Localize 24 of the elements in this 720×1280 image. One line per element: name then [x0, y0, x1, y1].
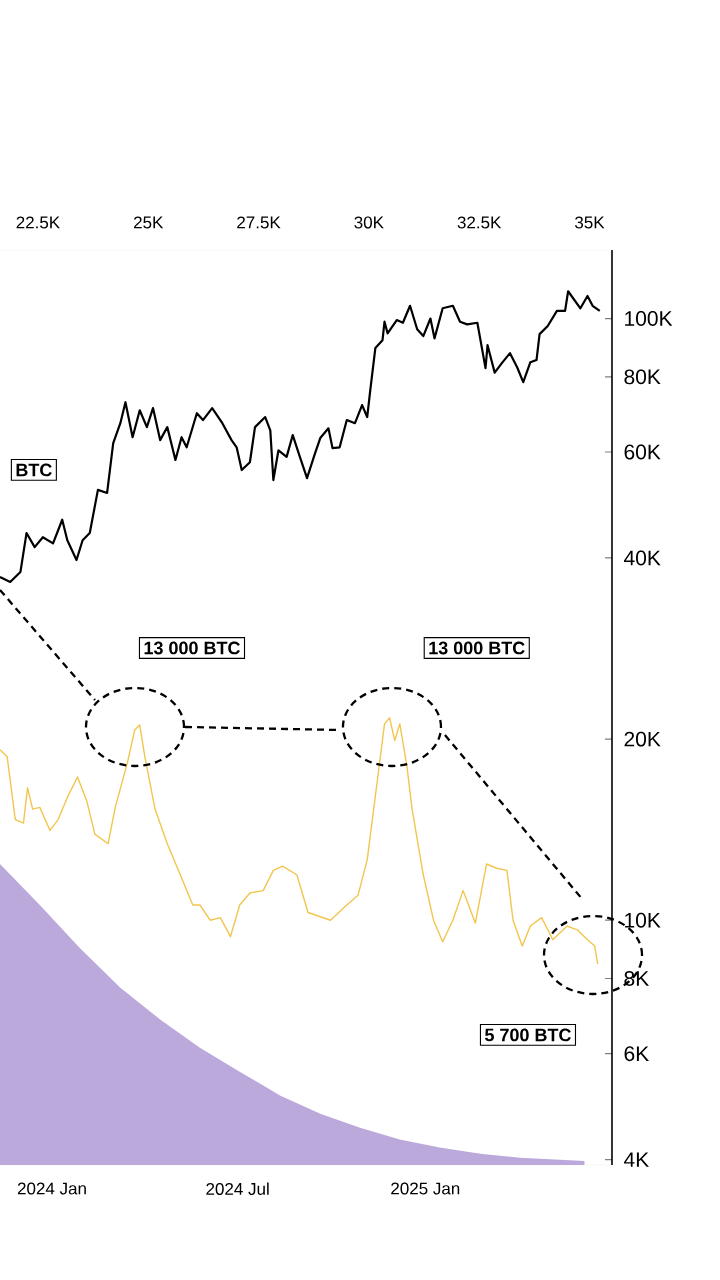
x2-tick-label: 35K — [575, 216, 605, 229]
y-tick-label: 10K — [625, 912, 661, 928]
y-tick-label: 80K — [624, 369, 661, 385]
x-tick-label: 2025 Jan — [391, 1182, 460, 1195]
y-tick-label: 60K — [624, 444, 661, 460]
x2-tick-label: 27.5K — [237, 216, 281, 229]
x-tick-label: 2024 Jul — [206, 1182, 269, 1195]
annotation: 13 000 BTC — [429, 641, 525, 655]
y-tick-label: 8K — [624, 971, 649, 986]
annotation: 13 000 BTC — [144, 641, 240, 655]
line-series — [0, 717, 599, 965]
y-tick-label: 20K — [624, 731, 661, 747]
x2-tick-label: 22.5K — [16, 216, 60, 229]
x2-tick-label: 25K — [133, 216, 164, 229]
annotation: BTC — [16, 463, 52, 477]
y-tick-label: 6K — [624, 1046, 649, 1062]
x2-tick-label: 32.5K — [457, 216, 502, 229]
y-tick-label: 100K — [625, 311, 673, 326]
x-tick-label: 2024 Jan — [17, 1182, 86, 1195]
x2-tick-label: 30K — [354, 216, 384, 229]
y-tick-label: 4K — [624, 1152, 649, 1167]
annotation: 5 700 BTC — [484, 1028, 571, 1042]
line-series — [0, 290, 601, 584]
y-tick-label: 40K — [624, 550, 661, 566]
